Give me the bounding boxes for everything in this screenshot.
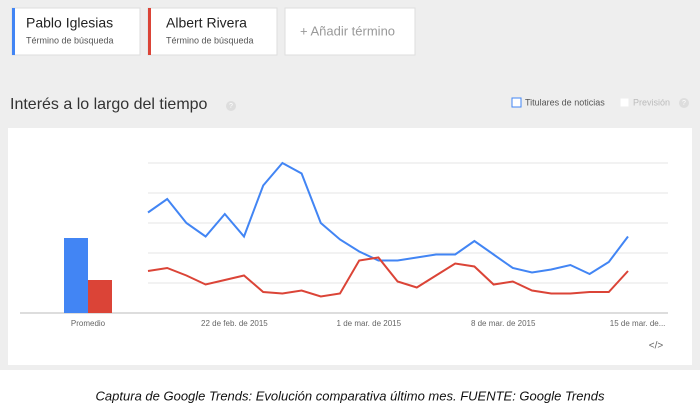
help-text[interactable]: ? <box>229 103 233 110</box>
average-bar <box>64 238 88 313</box>
forecast-checkbox[interactable] <box>619 97 630 108</box>
news-label[interactable]: Titulares de noticias <box>525 97 605 107</box>
term-subtitle: Término de búsqueda <box>166 35 254 45</box>
add-term-label[interactable]: + Añadir término <box>300 23 395 38</box>
x-tick-label: 8 de mar. de 2015 <box>471 319 536 328</box>
term-name: Pablo Iglesias <box>26 15 113 31</box>
embed-button[interactable]: </> <box>649 341 664 352</box>
help-text[interactable]: ? <box>682 100 686 107</box>
x-tick-label: 15 de mar. de... <box>610 319 666 328</box>
term-color <box>148 8 151 55</box>
term-color <box>12 8 15 55</box>
term-card[interactable] <box>11 7 141 56</box>
news-checkbox[interactable] <box>511 97 522 108</box>
line <box>147 161 629 276</box>
x-tick-label: 22 de feb. de 2015 <box>201 319 268 328</box>
term-subtitle: Término de búsqueda <box>26 35 114 45</box>
average-bar <box>88 280 112 313</box>
line <box>147 256 629 298</box>
term-name: Albert Rivera <box>166 15 247 31</box>
caption: Captura de Google Trends: Evolución comp… <box>96 388 605 403</box>
caption-background <box>0 370 700 415</box>
help-icon[interactable] <box>679 98 689 108</box>
average-label: Promedio <box>71 319 106 328</box>
help-icon[interactable] <box>226 101 236 111</box>
add-term[interactable] <box>284 7 416 56</box>
forecast-label[interactable]: Previsión <box>633 97 670 107</box>
x-tick-label: 1 de mar. de 2015 <box>337 319 402 328</box>
panel-title: Interés a lo largo del tiempo <box>10 96 208 113</box>
